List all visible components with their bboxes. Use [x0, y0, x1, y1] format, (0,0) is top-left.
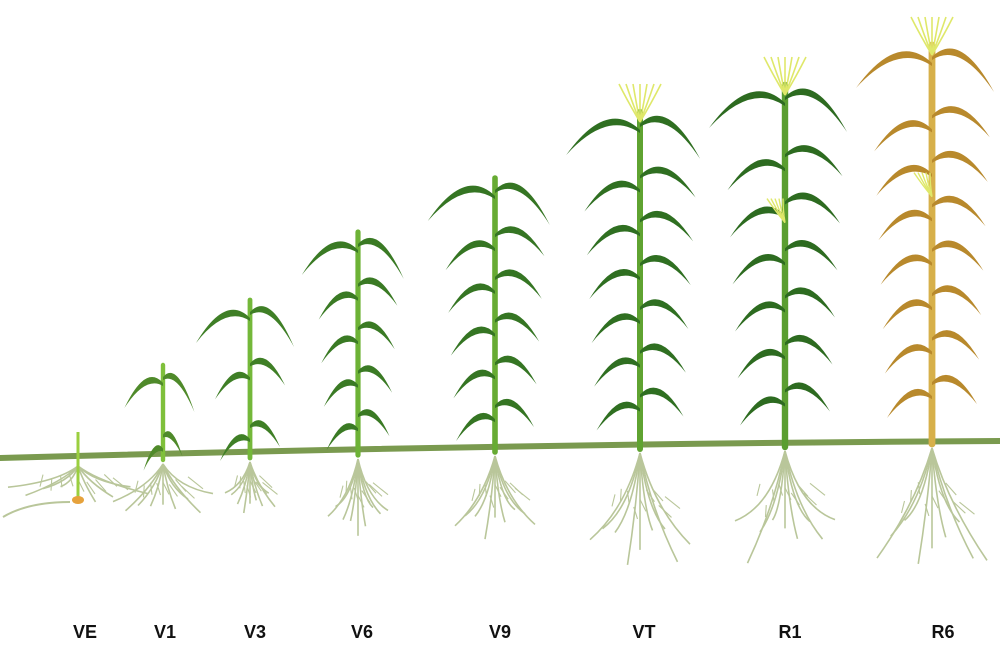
stage-label-r1: R1: [750, 622, 830, 643]
stage-label-v1: V1: [125, 622, 205, 643]
stage-label-r6: R6: [903, 622, 983, 643]
stage-label-v3: V3: [215, 622, 295, 643]
stage-label-ve: VE: [45, 622, 125, 643]
plant-ve: [3, 432, 148, 517]
stage-label-v6: V6: [322, 622, 402, 643]
plant-r1: [709, 57, 847, 563]
stage-label-vt: VT: [604, 622, 684, 643]
plant-v6: [302, 232, 404, 536]
stage-label-v9: V9: [460, 622, 540, 643]
plant-v1: [113, 365, 213, 513]
plant-vt: [566, 84, 700, 565]
plant-r6: [856, 17, 994, 564]
plant-v3: [196, 300, 294, 513]
plant-v9: [428, 178, 550, 539]
